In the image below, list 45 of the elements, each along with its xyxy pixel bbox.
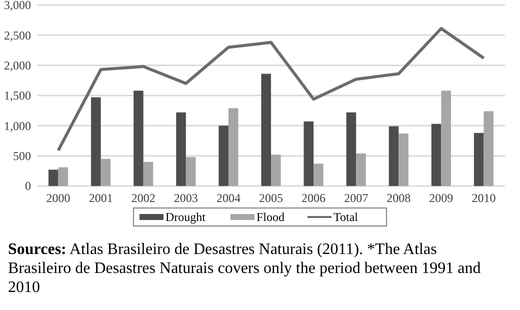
bar [356,153,366,186]
x-tick-label: 2005 [259,191,283,205]
legend-label: Flood [256,210,285,224]
x-tick-label: 2009 [429,191,454,205]
bar [228,108,238,186]
bar [176,112,186,186]
y-tick-label: 500 [13,149,31,164]
bar [484,111,494,186]
x-tick-label: 2008 [386,191,411,205]
bar [48,170,58,186]
x-tick-label: 2003 [174,191,198,205]
source-note: Sources: Atlas Brasileiro de Desastres Naturais (2011). *The Atlas Brasileiro de Desastres Naturais covers only the period between 1991 and 2010 [8,241,481,296]
y-tick-label: 2,500 [4,28,31,42]
bar [58,167,68,186]
bar [314,164,324,186]
bar [91,97,101,186]
y-tick-label: 2,000 [4,58,31,73]
bar [218,126,228,186]
bar [431,124,442,186]
x-tick-label: 2006 [302,191,326,205]
x-tick-label: 2004 [216,191,240,205]
y-tick-label: 1,000 [4,118,31,133]
bar [186,157,196,186]
x-tick-label: 2010 [472,191,496,205]
x-tick-label: 2001 [88,191,113,205]
bar [474,132,484,186]
line-series [56,27,486,152]
bar [134,90,144,186]
bar [346,112,356,186]
bar [441,90,451,186]
bar [143,162,154,186]
y-tick-label: 0 [25,179,31,194]
bar [304,121,314,186]
x-tick-label: 2000 [46,191,70,205]
x-tick-label: 2007 [344,191,368,205]
y-tick-label: 3,000 [4,0,31,12]
bar [261,74,271,186]
y-tick-label: 1,500 [4,88,31,103]
bar [388,126,399,186]
bar [271,154,281,186]
legend-label: Drought [166,210,206,224]
bar [398,134,408,186]
bar [100,158,111,186]
x-tick-label: 2002 [131,191,156,205]
legend-label: Total [334,210,359,224]
